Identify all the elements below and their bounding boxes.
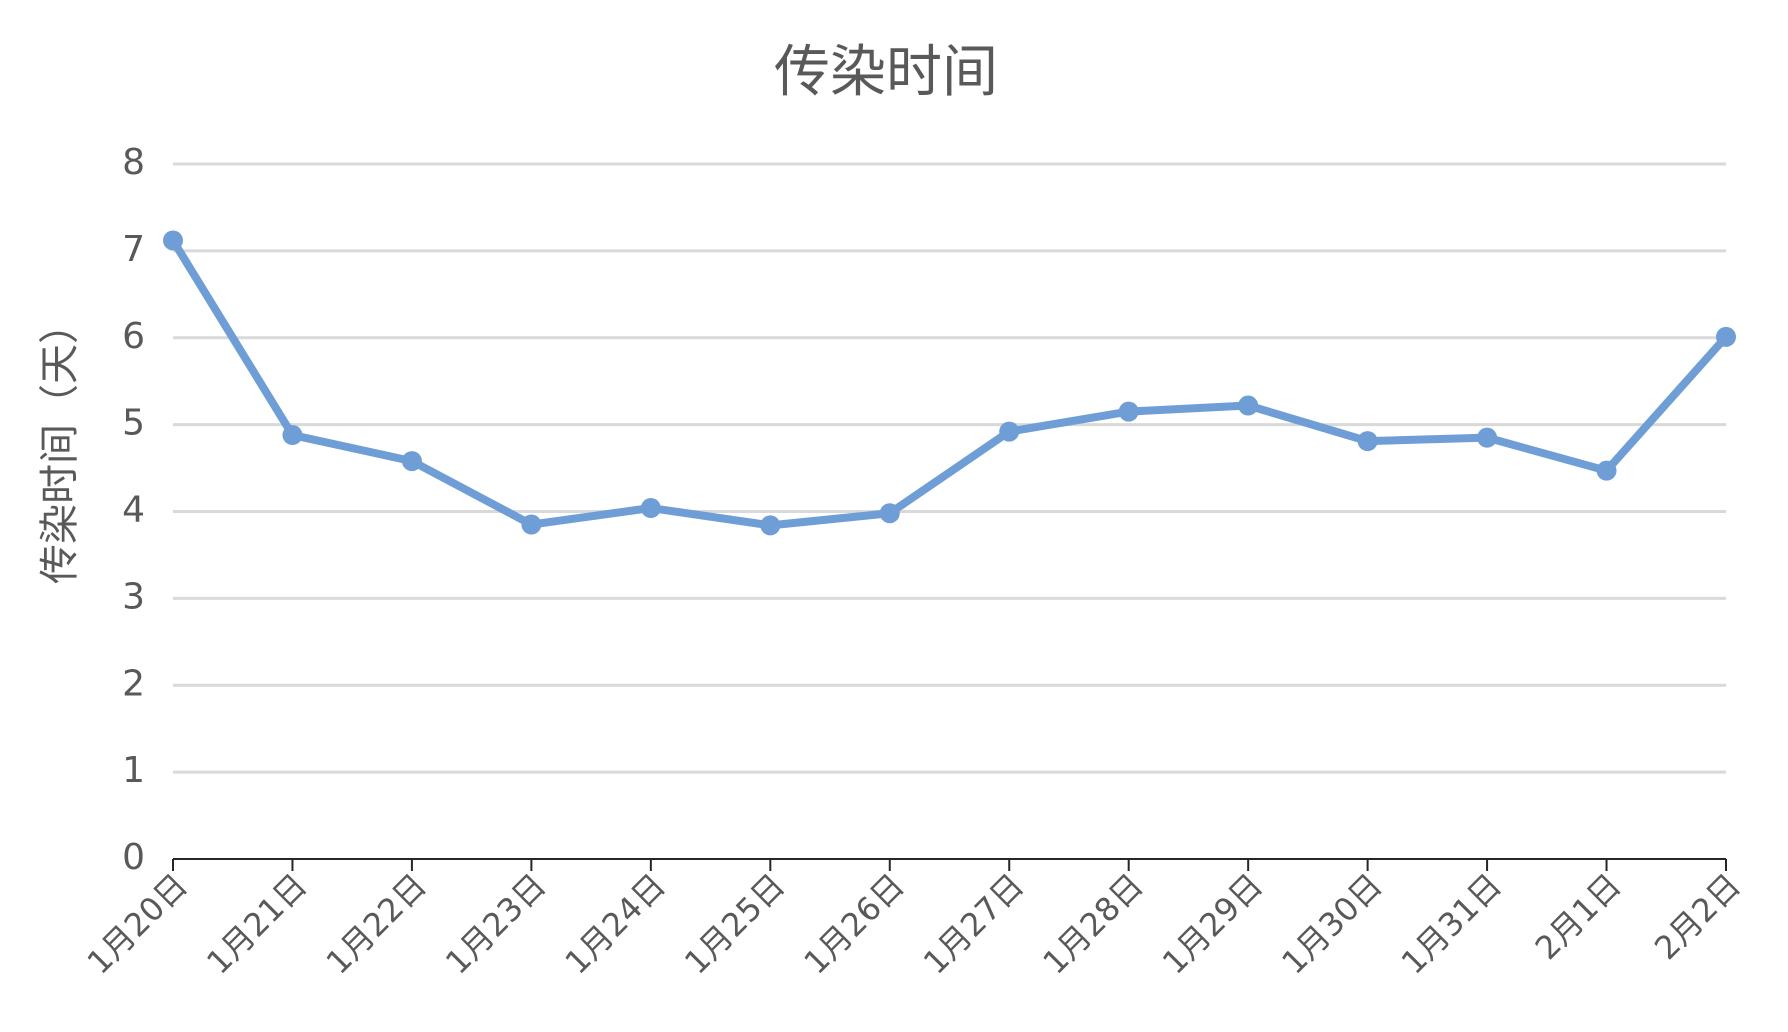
y-axis-label: 传染时间（天） [37,304,83,584]
y-tick-label: 4 [122,490,145,531]
marker [282,425,303,446]
marker [1357,431,1378,452]
marker [401,451,422,472]
y-tick-label: 5 [122,403,145,444]
marker [640,498,661,519]
marker [1238,395,1259,416]
y-tick-label: 7 [122,229,145,270]
y-tick-label: 1 [122,750,145,791]
chart-title: 传染时间 [774,40,998,105]
marker [1596,460,1617,481]
marker [879,503,900,524]
marker [760,515,781,536]
marker [1716,326,1736,347]
marker [163,230,183,251]
y-tick-label: 8 [122,142,145,183]
y-tick-label: 6 [122,316,145,357]
marker [1477,427,1498,448]
marker [1118,401,1139,422]
marker [999,421,1020,442]
y-tick-label: 2 [122,663,145,704]
marker [521,514,542,535]
line [169,238,1729,530]
y-tick-label: 3 [122,576,145,617]
y-tick-label: 0 [122,837,145,878]
